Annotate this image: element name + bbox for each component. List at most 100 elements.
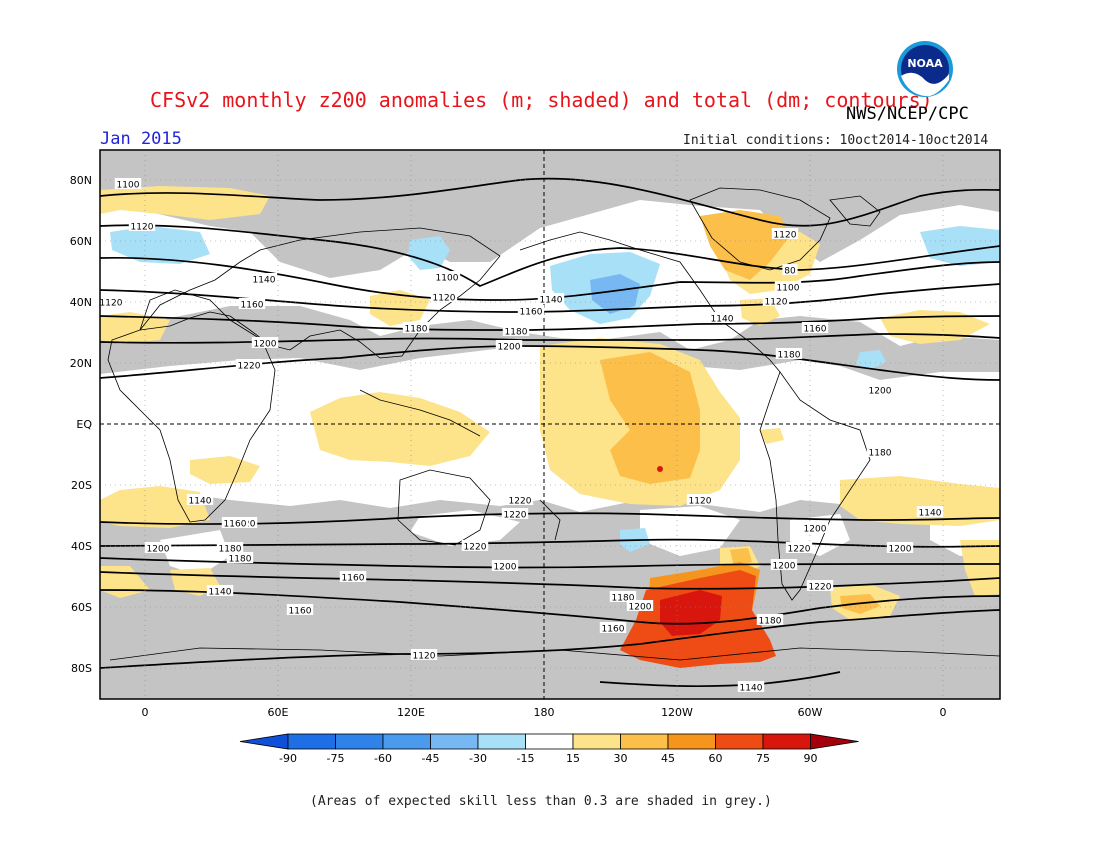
contour-label-bg [916,506,944,517]
contour-label: 1100 [777,284,800,294]
contour-label: 1200 [494,563,517,573]
colorbar-low-arrow [239,733,289,750]
contour-label-bg [686,494,714,505]
contour-label: 1200 [254,340,277,350]
lon-tick: 60W [798,706,823,719]
contour-label: 1180 [778,351,801,361]
colorbar-swatch [525,733,574,750]
lon-tick: 120W [661,706,693,719]
colorbar-label: 15 [566,752,580,765]
contour-label-bg [866,384,894,395]
colorbar-swatch [715,733,764,750]
colorbar-swatch [762,733,811,750]
anomaly-shading: 1100 1120 1140 1160 1180 1200 1220 1220 1200 1180… [100,150,1000,699]
contour-label: 1180 [219,545,242,555]
contour-label-bg [599,622,627,633]
contour-labels: 1100 1120 1140 1160 1180 1200 1220 1220 1200 1180… [100,178,944,694]
lat-tick: 80S [71,662,92,675]
colorbar-swatch [620,733,669,750]
colorbar-label: 75 [756,752,770,765]
contour-label: 1100 [117,181,140,191]
contour-label-bg [251,337,279,348]
lat-tick: 80N [70,174,92,187]
contour-label: 1180 [759,617,782,627]
contour-label-bg [517,305,545,316]
contour-label: 1180 [612,594,635,604]
map-title: CFSv2 monthly z200 anomalies (m; shaded)… [150,88,933,112]
contour-label-bg [771,228,799,239]
contour-label-bg [502,325,530,336]
colorbar-label: 60 [709,752,723,765]
contour-label-bg [238,298,266,309]
contour-label-bg [402,322,430,333]
contour-label-bg [128,220,156,231]
lon-tick: 0 [940,706,947,719]
lon-tick: 180 [534,706,555,719]
contour-label: 1120 [100,299,123,309]
contour-label: 1200 [498,343,521,353]
lat-tick: 60S [71,601,92,614]
contour-label: 1140 [253,276,276,286]
contour-label: 1140 [209,588,232,598]
forecast-month-label: Jan 2015 [100,129,182,149]
contour-label: 1160 [224,520,247,530]
contour-label: 1140 [189,497,212,507]
colorbar-label: -90 [279,752,297,765]
agency-label: NWS/NCEP/CPC [846,104,969,124]
colorbar-label: -15 [517,752,535,765]
contour-label-bg [216,542,244,553]
contour-label: 1200 [773,562,796,572]
lon-tick: 60E [268,706,289,719]
contour-label: 80 [784,267,796,277]
lat-tick: EQ [76,418,92,431]
noaa-logo-text: NOAA [907,57,943,70]
lat-tick: 20N [70,357,92,370]
contour-label: 1200 [804,525,827,535]
contour-label: 1120 [765,298,788,308]
contour-label-bg [433,271,461,282]
contour-label-bg [806,580,834,591]
contour-label: 1160 [241,301,264,311]
contour-label: 1220 [238,362,261,372]
colorbar-swatch [287,733,336,750]
contour-label-bg [114,178,142,189]
colorbar-swatch [477,733,526,750]
contour-label-bg [782,264,798,275]
contour-label-bg [886,542,914,553]
contour-label: 1220 [788,545,811,555]
contour-label-bg [537,293,565,304]
contour-label: 1220 [809,583,832,593]
contour-label-bg [506,494,534,505]
contour-label-bg [626,600,654,611]
contour-label: 1200 [147,545,170,555]
contour-label: 1140 [711,315,734,325]
contour-label: 1200 [889,545,912,555]
contour-label-bg [609,591,637,602]
contour-label-bg [801,522,829,533]
contour-label: 1180 [869,449,892,459]
lat-tick: 40N [70,296,92,309]
contour-label: 1120 [131,223,154,233]
contour-label-bg [144,542,172,553]
colorbar-label: -60 [374,752,392,765]
contour-label-bg [339,571,367,582]
contour-label: 1120 [774,231,797,241]
contour-label-bg [866,446,894,457]
contour-label-bg [708,312,736,323]
contour-label-bg [491,560,519,571]
contour-label-bg [501,508,529,519]
contour-label-bg [430,291,458,302]
contour-label-bg [226,552,254,563]
contour-label-bg [801,322,829,333]
map-frame [99,149,1001,700]
colorbar-swatch [430,733,479,750]
lat-tick: 60N [70,235,92,248]
contour-label: 1120 [433,294,456,304]
contour-label: 1160 [520,308,543,318]
contour-label-bg [410,649,438,660]
contour-label-bg [186,494,214,505]
contour-label: 1160 [342,574,365,584]
contour-label-bg [770,559,798,570]
contour-label: 1140 [540,296,563,306]
contour-label-bg [235,359,263,370]
